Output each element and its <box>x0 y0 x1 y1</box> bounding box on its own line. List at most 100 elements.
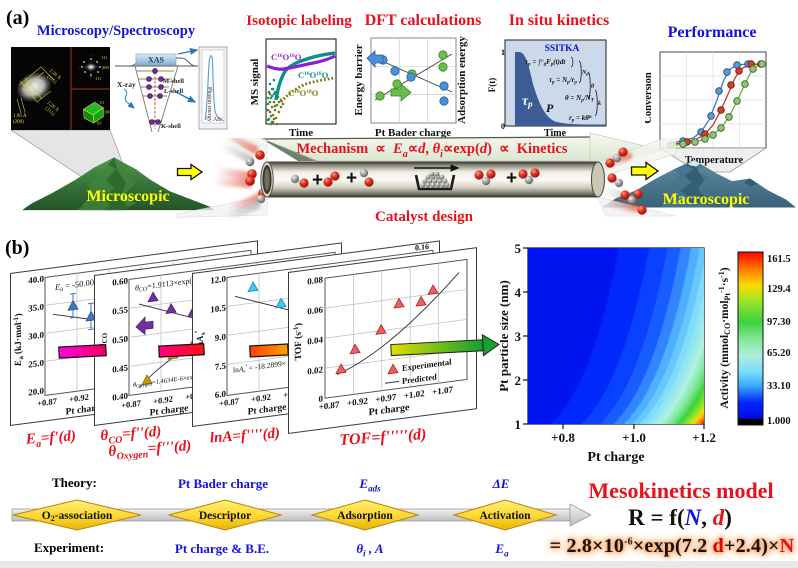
svg-text:θCO: θCO <box>97 332 109 350</box>
svg-text:9.0: 9.0 <box>215 331 227 342</box>
svg-text:+0.92: +0.92 <box>251 392 271 405</box>
svg-text:2: 2 <box>515 373 522 388</box>
svg-text:+1.02: +1.02 <box>404 388 425 401</box>
svg-text:Adsorption energy: Adsorption energy <box>456 36 468 124</box>
svg-text:1: 1 <box>501 48 505 57</box>
svg-text:+0.87: +0.87 <box>219 396 239 409</box>
svg-text:k: k <box>598 101 601 107</box>
svg-text:K-shell: K-shell <box>161 123 181 130</box>
svg-text:200: 200 <box>104 110 110 114</box>
svg-text:0.60: 0.60 <box>112 275 128 287</box>
svg-text:Time: Time <box>289 127 313 139</box>
svg-text:X-ray: X-ray <box>117 80 136 89</box>
svg-text:1: 1 <box>515 417 522 432</box>
svg-text:65.20: 65.20 <box>767 348 791 359</box>
svg-text:+0.8: +0.8 <box>551 430 575 445</box>
svg-text:L-shell: L-shell <box>164 88 183 95</box>
svg-text:111: 111 <box>99 101 104 105</box>
svg-text:+0.92: +0.92 <box>153 394 173 407</box>
svg-text:+0.97: +0.97 <box>375 392 396 405</box>
svg-text:Pt particle size (nm): Pt particle size (nm) <box>500 280 511 392</box>
svg-text:0.45: 0.45 <box>112 362 128 374</box>
svg-text:τp = Np/rp: τp = Np/rp <box>549 76 577 86</box>
svg-text:TOF (s-1): TOF (s-1) <box>292 322 304 361</box>
svg-text:Temperature: Temperature <box>685 155 744 166</box>
svg-text:XAS: XAS <box>148 56 165 65</box>
svg-text:Descriptor: Descriptor <box>199 510 251 522</box>
svg-text:C16O16O: C16O16O <box>271 52 302 62</box>
svg-text:Np: Np <box>581 70 589 76</box>
svg-text:0: 0 <box>501 122 505 131</box>
svg-text:161.5: 161.5 <box>767 254 791 265</box>
svg-text:(111): (111) <box>44 107 55 118</box>
svg-text:1.000: 1.000 <box>767 416 791 427</box>
svg-text:Activity (mmolCO·molPt-1·s-1): Activity (mmolCO·molPt-1·s-1) <box>717 267 732 408</box>
svg-text:7.5: 7.5 <box>215 360 227 371</box>
svg-text:SSITKA: SSITKA <box>545 44 580 54</box>
svg-text:0.55: 0.55 <box>112 304 128 316</box>
svg-text:+0.92: +0.92 <box>347 395 368 408</box>
svg-text:Photon energy: Photon energy <box>206 87 212 122</box>
svg-text:111: 111 <box>95 76 101 81</box>
svg-text:97.30: 97.30 <box>767 317 791 328</box>
svg-text:0.50: 0.50 <box>112 333 128 345</box>
svg-text:Pt charge: Pt charge <box>248 402 287 418</box>
svg-text:C16O18O: C16O18O <box>298 70 329 80</box>
svg-text:20.0: 20.0 <box>28 385 44 397</box>
svg-text:+: + <box>346 168 357 189</box>
svg-text:Activation: Activation <box>479 510 531 522</box>
svg-text:+0.92: +0.92 <box>69 392 89 405</box>
svg-text:35.0: 35.0 <box>28 301 44 313</box>
svg-text:200: 200 <box>102 65 110 70</box>
svg-text:O2-association: O2-association <box>42 510 113 523</box>
svg-text:111: 111 <box>101 55 107 60</box>
svg-text:0.16: 0.16 <box>415 242 429 253</box>
svg-text:0.02: 0.02 <box>307 364 323 376</box>
svg-text:0.08: 0.08 <box>307 274 323 286</box>
svg-text:Microscopic: Microscopic <box>86 188 169 205</box>
svg-text:C18O18O: C18O18O <box>288 88 319 98</box>
svg-text:+1.0: +1.0 <box>622 430 646 445</box>
svg-text:Conversion: Conversion <box>645 72 654 123</box>
svg-text:Ea (kJ·mol-1): Ea (kJ·mol-1) <box>12 313 25 369</box>
svg-text:lnAs': lnAs' <box>193 329 207 350</box>
svg-text:M-shell: M-shell <box>163 78 184 85</box>
svg-text:12.0: 12.0 <box>210 273 226 285</box>
svg-text:33.10: 33.10 <box>767 381 791 392</box>
svg-text:40.0: 40.0 <box>28 273 44 285</box>
svg-text:Pt charge: Pt charge <box>369 402 410 418</box>
svg-text:Predicted: Predicted <box>402 371 437 386</box>
svg-text:θ: θ <box>591 84 595 90</box>
svg-text:+0.87: +0.87 <box>121 398 141 411</box>
svg-text:6.0: 6.0 <box>215 388 227 399</box>
svg-text:P: P <box>546 101 554 115</box>
svg-text:4: 4 <box>515 285 522 300</box>
svg-text:110: 110 <box>96 122 101 126</box>
svg-text:10.5: 10.5 <box>210 302 226 314</box>
svg-text:rp = kθn: rp = kθn <box>569 114 592 124</box>
svg-text:+: + <box>506 168 517 189</box>
svg-text:Adsorption: Adsorption <box>337 510 393 522</box>
svg-text:30.0: 30.0 <box>28 329 44 341</box>
svg-text:+1.07: +1.07 <box>432 384 453 397</box>
svg-text:Macroscopic: Macroscopic <box>663 191 750 208</box>
svg-text:3: 3 <box>515 329 522 344</box>
svg-text:(200): (200) <box>13 120 24 125</box>
svg-text:τp = ∫∞0Fp(t)dt: τp = ∫∞0Fp(t)dt <box>525 58 566 68</box>
svg-text:25.0: 25.0 <box>28 357 44 369</box>
svg-text:Pt Bader charge: Pt Bader charge <box>375 127 451 139</box>
svg-text:Energy barrier: Energy barrier <box>355 44 365 115</box>
svg-text:MS signal: MS signal <box>249 59 261 106</box>
svg-text:Time: Time <box>544 128 567 139</box>
svg-text:5: 5 <box>515 241 522 256</box>
svg-text:0: 0 <box>319 393 324 404</box>
svg-text:+: + <box>312 170 323 191</box>
svg-text:1.96 Å: 1.96 Å <box>13 113 27 119</box>
svg-text:+0.87: +0.87 <box>37 396 57 409</box>
svg-text:129.4: 129.4 <box>767 284 791 295</box>
svg-text:F(t): F(t) <box>487 78 497 93</box>
svg-text:+0.87: +0.87 <box>319 399 340 412</box>
svg-text:(111): (111) <box>46 75 57 86</box>
svg-text:τp: τp <box>522 93 533 109</box>
svg-text:0.40: 0.40 <box>112 390 128 402</box>
